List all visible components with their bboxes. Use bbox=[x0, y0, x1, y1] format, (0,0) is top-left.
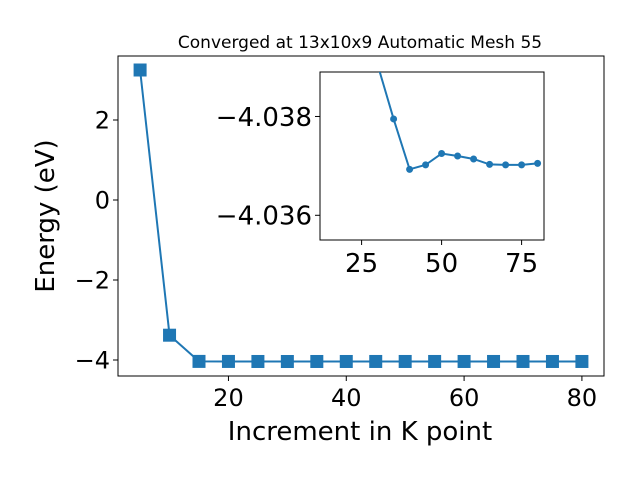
y-axis-title: Energy (eV) bbox=[31, 139, 61, 292]
data-point bbox=[486, 160, 494, 168]
data-point bbox=[133, 63, 147, 77]
inset-y-axis: −4.038 −4.036 bbox=[216, 103, 320, 232]
series-line bbox=[139, 69, 582, 363]
data-point bbox=[454, 152, 462, 160]
main-plot-frame bbox=[117, 55, 605, 377]
data-point bbox=[390, 115, 398, 123]
y-tick-label: −4.038 bbox=[216, 103, 312, 133]
y-tick-label: −4 bbox=[75, 347, 110, 375]
data-point bbox=[406, 165, 414, 173]
x-tick-label: 40 bbox=[331, 384, 362, 412]
x-tick-label: 60 bbox=[449, 384, 480, 412]
data-point bbox=[534, 159, 542, 167]
inset-plot-frame bbox=[319, 71, 545, 241]
data-point bbox=[428, 354, 442, 368]
data-point bbox=[310, 354, 324, 368]
data-point bbox=[163, 328, 177, 342]
x-tick-label: 25 bbox=[345, 249, 378, 279]
inset-series bbox=[378, 72, 542, 173]
chart-title: Converged at 13x10x9 Automatic Mesh 55 bbox=[178, 33, 542, 53]
data-point bbox=[545, 354, 559, 368]
data-point bbox=[221, 354, 235, 368]
data-point bbox=[487, 354, 501, 368]
inset-x-axis: 25 50 75 bbox=[345, 240, 538, 279]
main-series bbox=[133, 63, 589, 369]
main-y-axis: −4 −2 0 2 bbox=[75, 107, 118, 375]
x-tick-label: 75 bbox=[505, 249, 538, 279]
data-point bbox=[470, 155, 478, 163]
data-point bbox=[398, 354, 412, 368]
data-point bbox=[280, 355, 294, 369]
data-point bbox=[369, 354, 383, 368]
data-point bbox=[192, 354, 206, 368]
y-tick-label: 0 bbox=[95, 187, 110, 215]
x-axis-title: Increment in K point bbox=[228, 417, 492, 447]
data-point bbox=[518, 161, 526, 169]
data-point bbox=[438, 150, 446, 158]
data-point bbox=[575, 354, 589, 368]
x-tick-label: 50 bbox=[425, 249, 458, 279]
x-tick-label: 20 bbox=[213, 384, 244, 412]
x-tick-label: 80 bbox=[567, 384, 598, 412]
main-x-axis: 20 40 60 80 bbox=[213, 376, 597, 412]
data-point bbox=[502, 161, 510, 169]
y-tick-label: −4.036 bbox=[216, 202, 312, 232]
data-point bbox=[339, 354, 353, 368]
data-point bbox=[457, 354, 471, 368]
data-point bbox=[516, 354, 530, 368]
y-tick-label: 2 bbox=[95, 107, 110, 135]
y-tick-label: −2 bbox=[75, 267, 110, 295]
data-point bbox=[251, 354, 265, 368]
data-point bbox=[422, 161, 430, 169]
